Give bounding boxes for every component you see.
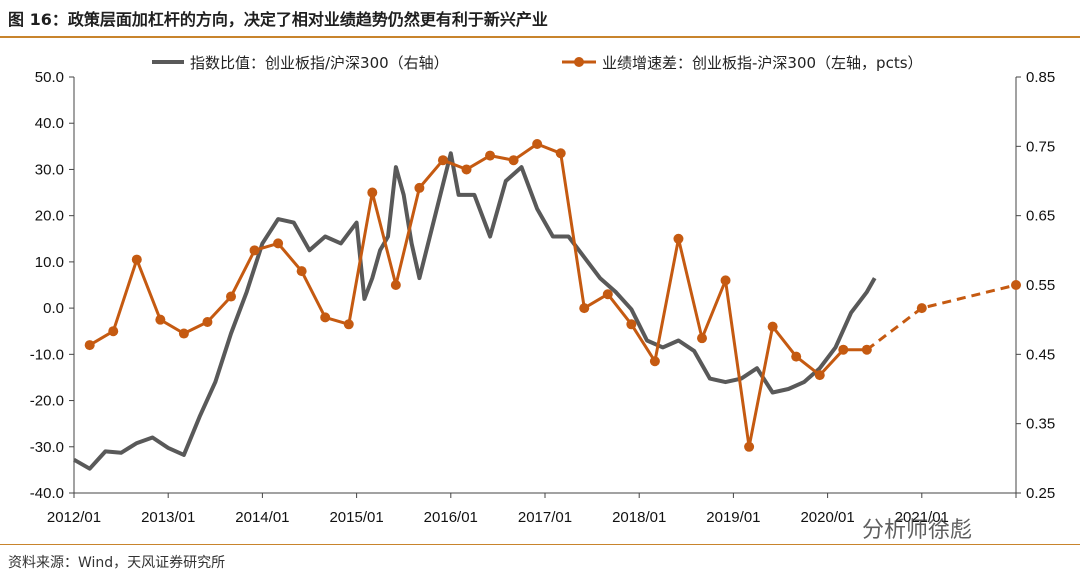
x-tick-label: 2014/01 (235, 509, 289, 526)
series-point-earnings-gap (697, 333, 707, 344)
top-rule (0, 36, 1080, 38)
series-point-earnings-gap (720, 275, 731, 286)
series-point-earnings-gap (555, 148, 566, 159)
right-tick-label: 0.75 (1026, 138, 1055, 155)
series-line-index-ratio (73, 151, 877, 471)
left-tick-label: 10.0 (35, 254, 64, 271)
left-tick-label: 20.0 (35, 208, 64, 225)
right-tick-label: 0.45 (1026, 346, 1055, 363)
series-point-earnings-gap (744, 441, 755, 452)
x-tick-label: 2018/01 (612, 509, 666, 526)
series-point-earnings-gap (673, 233, 684, 244)
right-tick-label: 0.35 (1026, 416, 1055, 433)
series-point-forecast (1011, 280, 1021, 290)
x-tick-label: 2017/01 (518, 509, 572, 526)
bottom-rule (0, 544, 1080, 545)
left-tick-label: 0.0 (43, 300, 64, 317)
series-line-forecast (865, 283, 1017, 351)
series-point-earnings-gap (649, 356, 660, 367)
series-point-earnings-gap (367, 187, 378, 198)
left-tick-label: -40.0 (30, 485, 64, 502)
right-tick-label: 0.25 (1026, 485, 1055, 502)
right-tick-label: 0.65 (1026, 208, 1055, 225)
x-tick-label: 2021/01 (895, 509, 949, 526)
x-tick-label: 2020/01 (800, 509, 854, 526)
legend-marker-earnings-gap (574, 57, 584, 67)
series-point-earnings-gap (155, 314, 166, 325)
series-point-earnings-gap (108, 326, 119, 337)
series-point-earnings-gap (579, 303, 590, 314)
legend-label-index-ratio: 指数比值：创业板指/沪深300（右轴） (190, 54, 449, 72)
series-point-earnings-gap (273, 238, 284, 249)
x-tick-label: 2013/01 (141, 509, 195, 526)
series-point-earnings-gap (414, 182, 425, 193)
series-point-earnings-gap (202, 316, 213, 327)
left-tick-label: -10.0 (30, 346, 64, 363)
series-point-earnings-gap (131, 254, 142, 265)
chart-title: 图 16：政策层面加杠杆的方向，决定了相对业绩趋势仍然更有利于新兴产业 (8, 10, 548, 29)
left-tick-label: 40.0 (35, 115, 64, 132)
x-tick-label: 2016/01 (424, 509, 478, 526)
left-tick-label: 50.0 (35, 69, 64, 86)
series-point-earnings-gap (791, 351, 802, 362)
series-point-earnings-gap (390, 280, 401, 290)
series-point-earnings-gap (602, 289, 613, 300)
x-tick-label: 2015/01 (329, 509, 383, 526)
series-point-earnings-gap (226, 291, 236, 302)
series-point-earnings-gap (320, 312, 331, 323)
series-point-earnings-gap (343, 319, 354, 330)
series-point-earnings-gap (249, 245, 260, 256)
source-note: 资料来源：Wind，天风证券研究所 (8, 555, 226, 571)
series-point-earnings-gap (814, 370, 825, 381)
series-point-earnings-gap (626, 319, 637, 330)
watermark-text: 分析师徐彪 (862, 518, 973, 543)
left-tick-label: 30.0 (35, 161, 64, 178)
series-point-forecast (916, 303, 927, 314)
right-tick-label: 0.55 (1026, 277, 1055, 294)
legend: 指数比值：创业板指/沪深300（右轴） 业绩增速差：创业板指-沪深300（左轴，… (152, 54, 923, 72)
chart-area: 50.0 40.0 30.0 20.0 10.0 0.0 -10.0 -20.0 -30.0 -4… (30, 54, 1055, 526)
series-point-earnings-gap (508, 155, 519, 166)
series-point-earnings-gap (178, 328, 189, 339)
series-point-earnings-gap (767, 321, 778, 332)
x-tick-label: 2019/01 (706, 509, 760, 526)
right-tick-label: 0.85 (1026, 69, 1055, 86)
series-point-earnings-gap (84, 340, 95, 351)
x-tick-label: 2012/01 (47, 509, 101, 526)
series-point-earnings-gap (485, 150, 496, 161)
left-tick-label: -20.0 (30, 393, 64, 410)
series-point-earnings-gap (437, 155, 448, 166)
series-point-earnings-gap (838, 344, 849, 355)
series-point-earnings-gap (296, 266, 307, 277)
legend-label-earnings-gap: 业绩增速差：创业板指-沪深300（左轴，pcts） (602, 54, 923, 72)
series-point-earnings-gap (461, 164, 472, 175)
series-point-earnings-gap (532, 139, 543, 150)
series-line-earnings-gap (88, 142, 867, 449)
left-tick-label: -30.0 (30, 439, 64, 456)
